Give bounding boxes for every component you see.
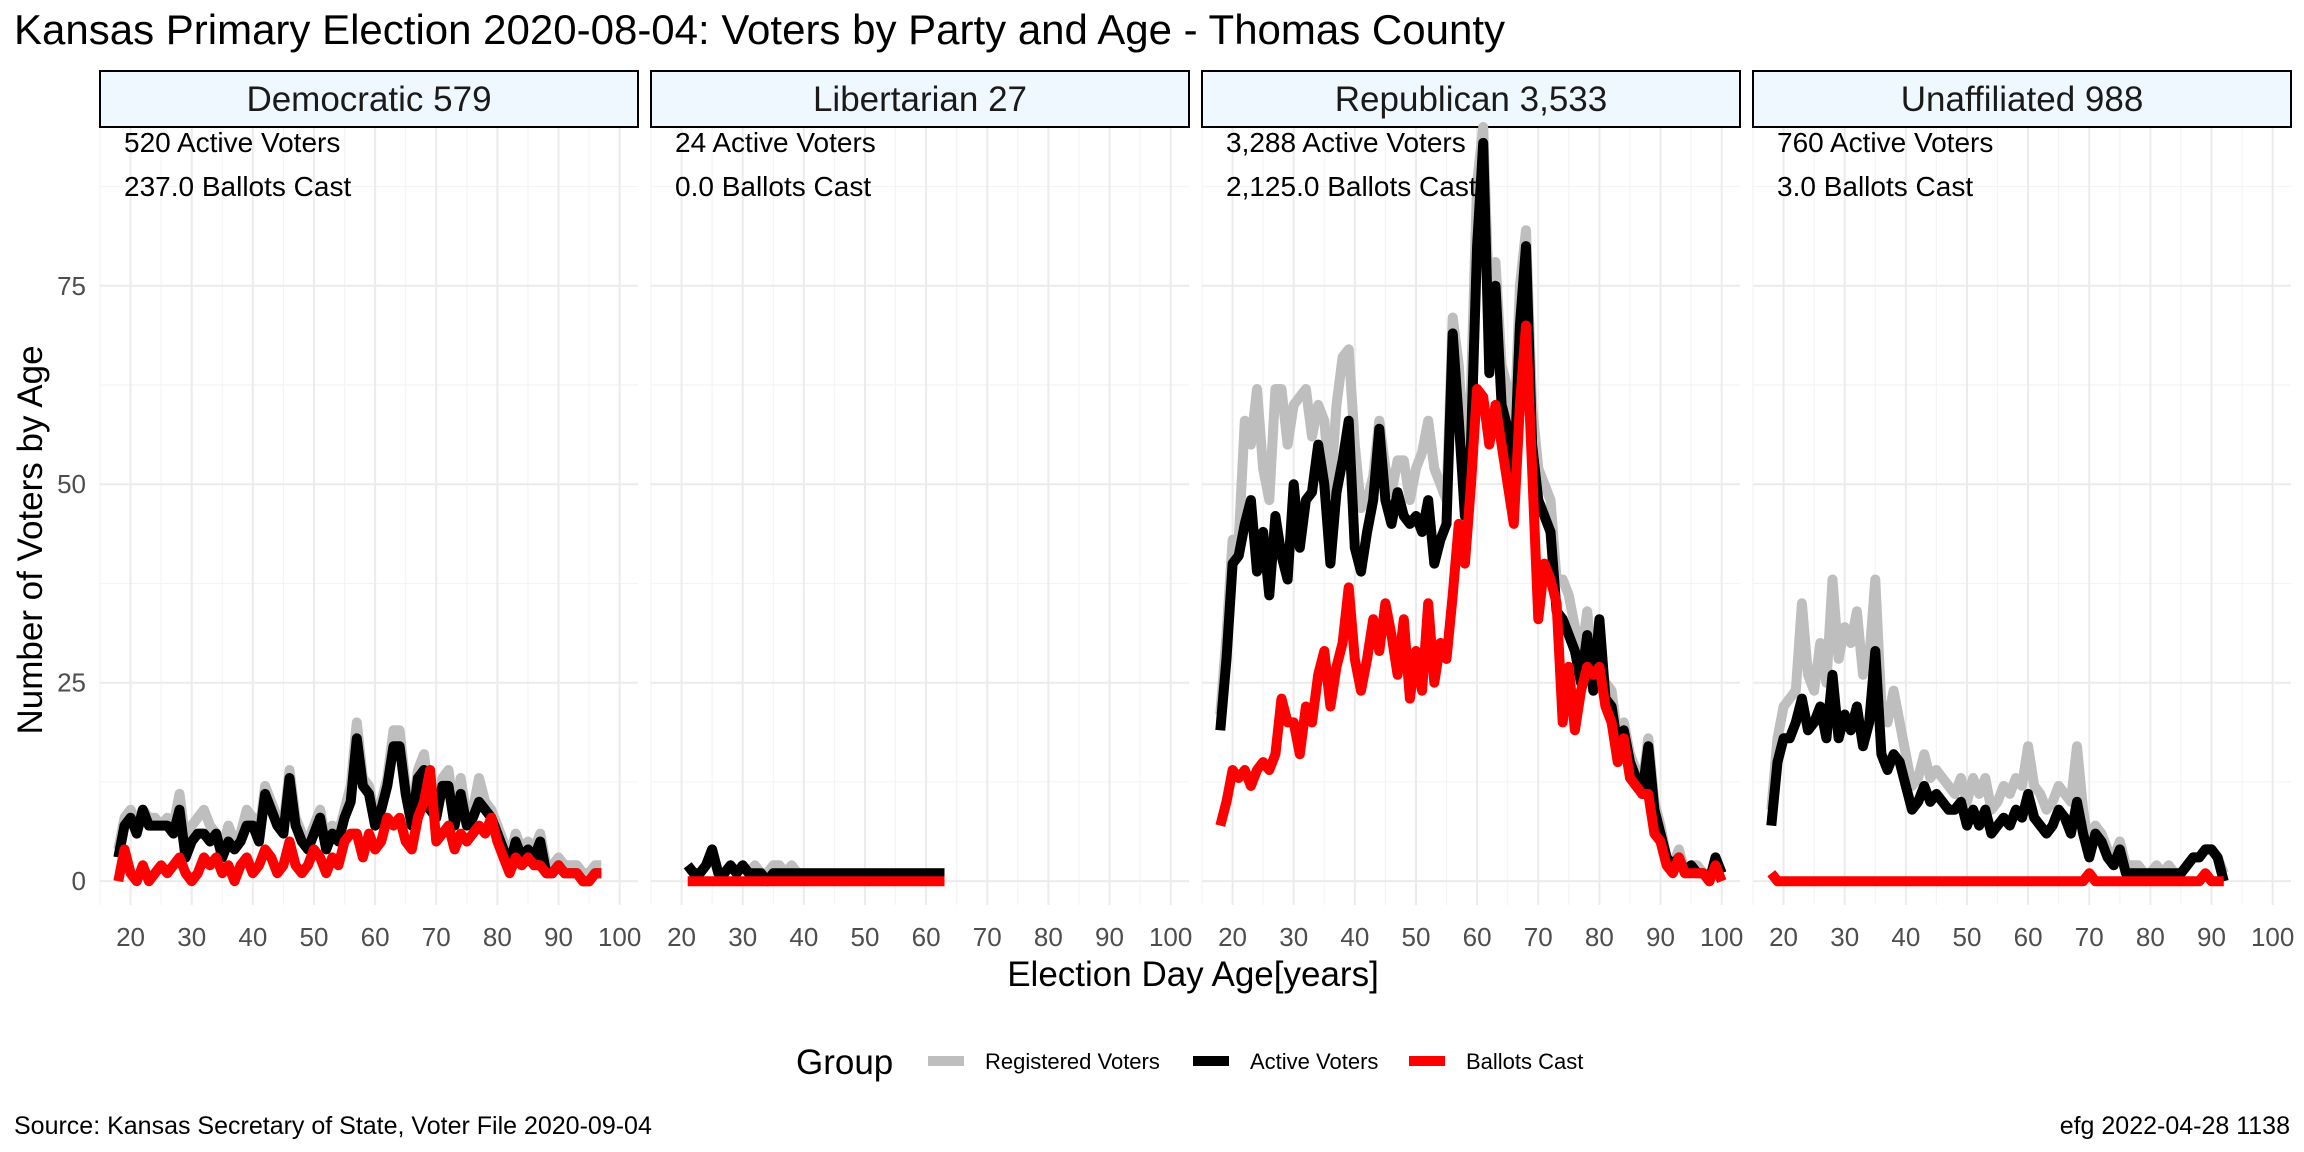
x-tick-label: 20 (116, 922, 145, 952)
x-tick-label: 20 (667, 922, 696, 952)
x-tick-label: 90 (1646, 922, 1675, 952)
annotation-ballots-cast: 237.0 Ballots Cast (124, 171, 351, 202)
x-tick-label: 90 (2197, 922, 2226, 952)
y-tick-label: 25 (57, 668, 86, 698)
x-tick-label: 100 (598, 922, 641, 952)
annotation-active-voters: 24 Active Voters (675, 127, 876, 158)
y-tick-label: 75 (57, 271, 86, 301)
x-tick-label: 40 (1891, 922, 1920, 952)
x-tick-label: 100 (1149, 922, 1192, 952)
legend-label: Registered Voters (985, 1049, 1160, 1074)
x-tick-label: 70 (2075, 922, 2104, 952)
x-tick-label: 70 (1524, 922, 1553, 952)
x-tick-label: 40 (238, 922, 267, 952)
facet-strip (650, 70, 1190, 128)
x-tick-label: 60 (912, 922, 941, 952)
facet-strip-label: Libertarian 27 (813, 80, 1027, 119)
x-tick-label: 80 (2136, 922, 2165, 952)
x-tick-label: 80 (1585, 922, 1614, 952)
series-line-ballots-cast (1215, 320, 1727, 887)
x-tick-label: 30 (1830, 922, 1859, 952)
facet-strip-label: Democratic 579 (246, 80, 491, 119)
caption-source: Source: Kansas Secretary of State, Voter… (14, 1112, 652, 1140)
x-tick-label: 60 (2014, 922, 2043, 952)
facet-panel: Unaffiliated 988 760 Active Voters 3.0 Bal… (1752, 70, 2294, 952)
facet-strip-label: Unaffiliated 988 (1901, 80, 2144, 119)
x-tick-label: 40 (789, 922, 818, 952)
x-tick-label: 60 (1463, 922, 1492, 952)
x-tick-label: 100 (1700, 922, 1743, 952)
x-tick-label: 50 (1953, 922, 1982, 952)
legend-label: Ballots Cast (1466, 1049, 1583, 1074)
x-tick-label: 30 (728, 922, 757, 952)
annotation-ballots-cast: 0.0 Ballots Cast (675, 171, 871, 202)
series-line-active-voters (1766, 646, 2229, 883)
annotation-active-voters: 520 Active Voters (124, 127, 340, 158)
x-tick-label: 90 (544, 922, 573, 952)
x-tick-label: 30 (177, 922, 206, 952)
x-axis-title: Election Day Age[years] (1007, 955, 1379, 994)
x-tick-label: 50 (300, 922, 329, 952)
series-line-active-voters (113, 733, 602, 887)
x-tick-label: 70 (422, 922, 451, 952)
x-tick-label: 70 (973, 922, 1002, 952)
annotation-active-voters: 760 Active Voters (1777, 127, 1993, 158)
y-tick-label: 0 (72, 866, 86, 896)
facet-strip (99, 70, 639, 128)
x-tick-label: 50 (851, 922, 880, 952)
x-tick-label: 40 (1340, 922, 1369, 952)
x-tick-label: 100 (2251, 922, 2294, 952)
facet-strip (1201, 70, 1741, 128)
facet-panel: Republican 3,533 3,288 Active Voters 2,125… (1201, 70, 1743, 952)
x-tick-label: 30 (1279, 922, 1308, 952)
legend-title: Group (796, 1043, 893, 1082)
facet-panel: Libertarian 27 24 Active Voters 0.0 Ballot… (650, 70, 1192, 952)
x-tick-label: 20 (1769, 922, 1798, 952)
x-tick-label: 80 (1034, 922, 1063, 952)
facet-strip (1752, 70, 2292, 128)
x-tick-label: 20 (1218, 922, 1247, 952)
series-line-ballots-cast (113, 765, 602, 887)
caption-timestamp: efg 2022-04-28 1138 (2060, 1112, 2290, 1140)
facet-panel: Democratic 579 520 Active Voters 237.0 Bal… (57, 70, 641, 952)
annotation-ballots-cast: 3.0 Ballots Cast (1777, 171, 1973, 202)
x-tick-label: 60 (361, 922, 390, 952)
legend: Group Registered Voters Active Voters Ball… (796, 1043, 1583, 1082)
chart-title: Kansas Primary Election 2020-08-04: Vote… (14, 6, 1505, 53)
annotation-active-voters: 3,288 Active Voters (1226, 127, 1466, 158)
y-tick-label: 50 (57, 469, 86, 499)
annotation-ballots-cast: 2,125.0 Ballots Cast (1226, 171, 1477, 202)
series-line-ballots-cast (1767, 868, 2224, 887)
x-tick-label: 90 (1095, 922, 1124, 952)
x-tick-label: 50 (1402, 922, 1431, 952)
facet-strip-label: Republican 3,533 (1335, 80, 1607, 119)
panels-layer: Democratic 579 520 Active Voters 237.0 Bal… (57, 70, 2294, 952)
legend-label: Active Voters (1250, 1049, 1378, 1074)
x-tick-label: 80 (483, 922, 512, 952)
y-axis-title: Number of Voters by Age (11, 345, 50, 734)
series-line-active-voters (683, 844, 945, 887)
